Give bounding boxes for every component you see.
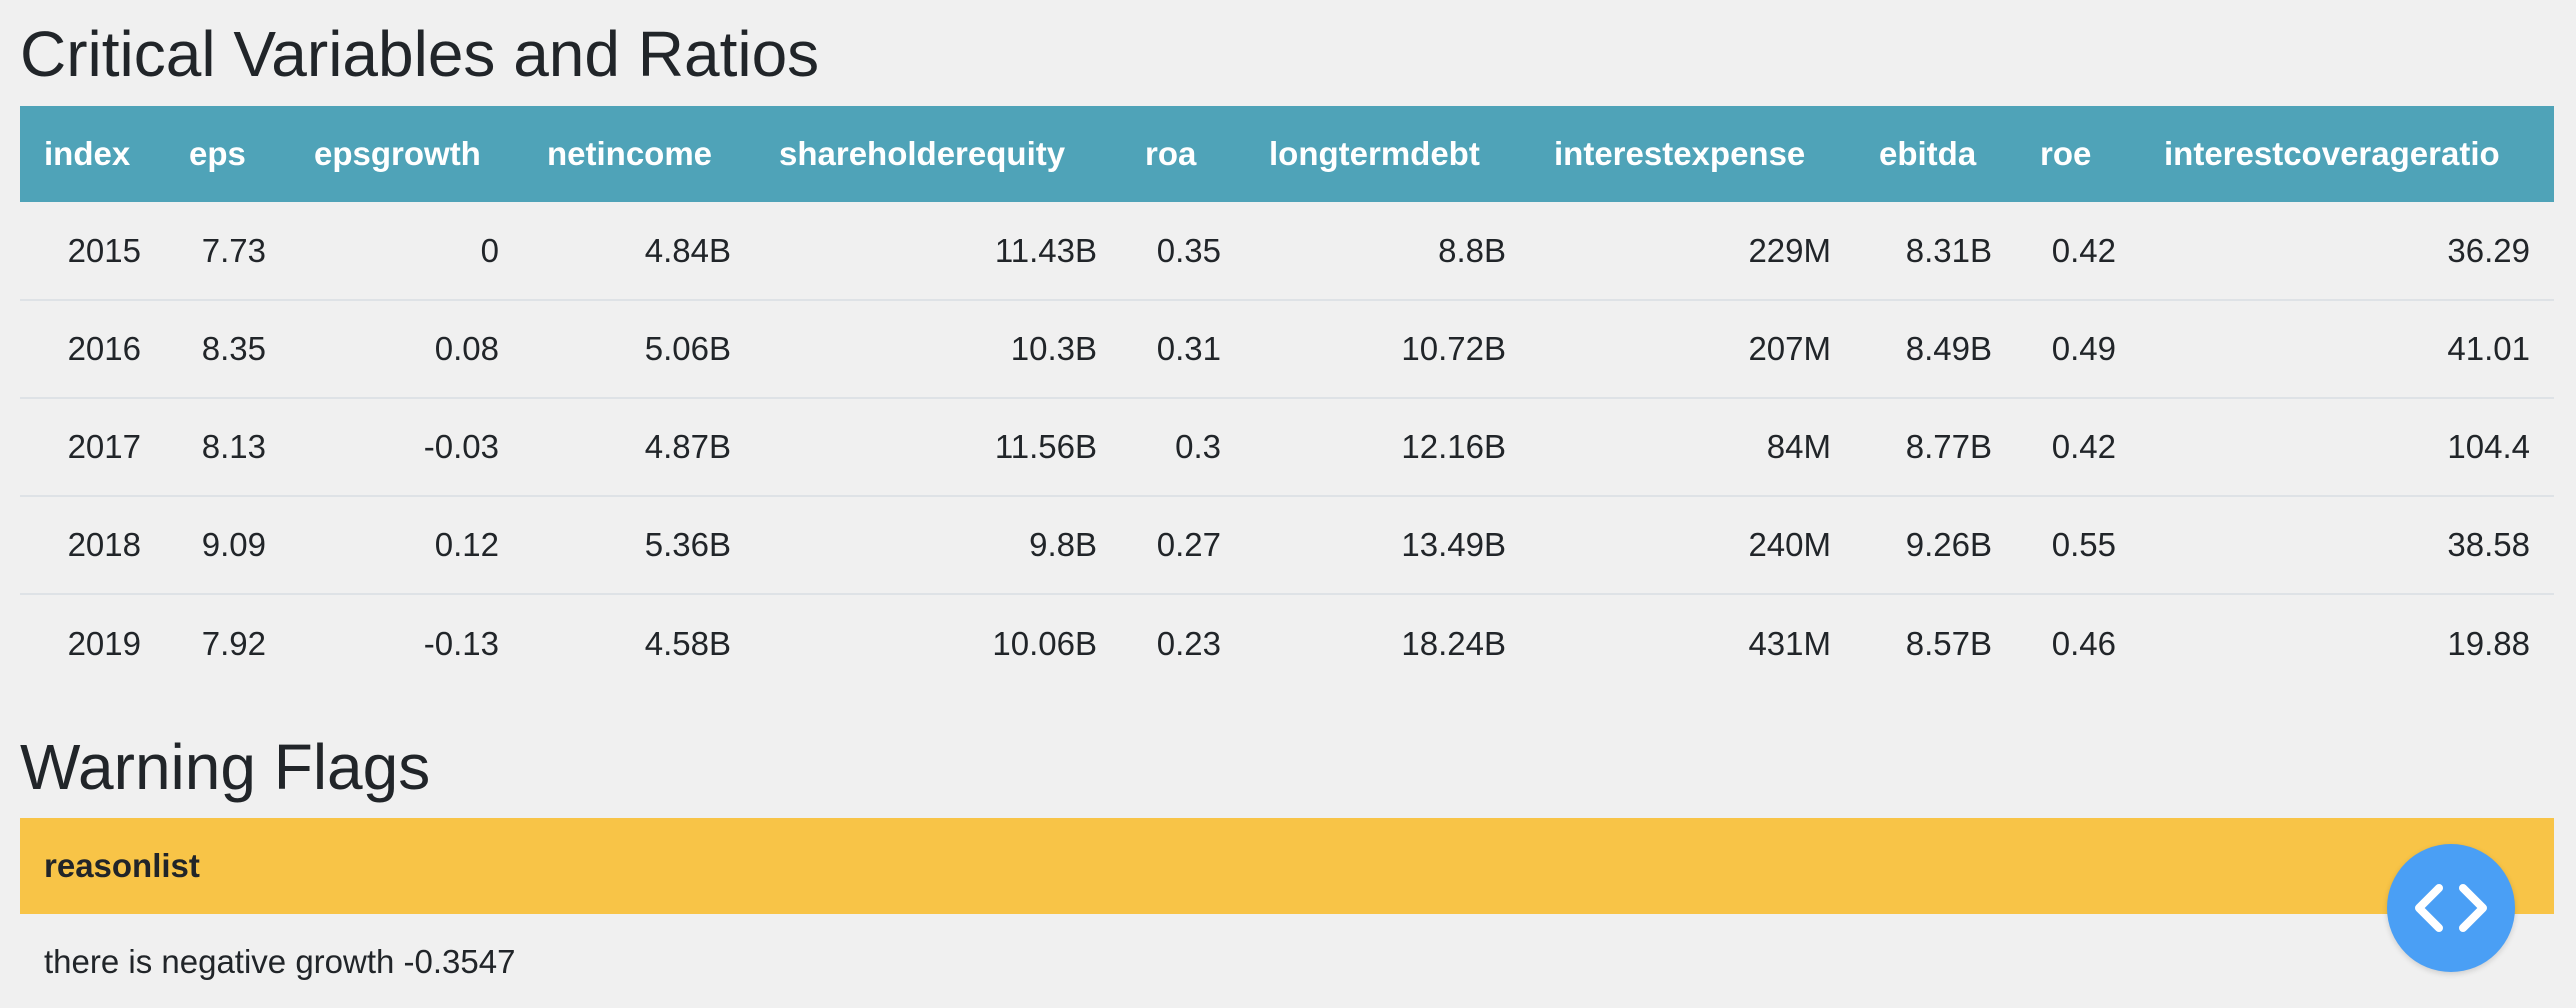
table-cell: 2017 [67,428,141,465]
table-row: 2015 7.73 0 4.84B 11.43B 0.35 8.8B 229M … [20,202,2554,300]
table-cell: 8.31B [1905,231,1992,269]
table-cell: 8.13 [201,428,266,465]
column-header-ebitda[interactable]: ebitda [1879,135,1977,172]
table-cell: 7.73 [201,231,266,269]
table-cell: 2016 [67,330,141,367]
table-cell: 4.84B [644,231,731,269]
column-header-shareholderequity[interactable]: shareholderequity [779,135,1066,172]
table-cell: 0.23 [1156,624,1221,662]
column-header-netincome[interactable]: netincome [547,135,713,172]
column-header-interestexpense[interactable]: interestexpense [1554,135,1806,172]
table-cell: 41.01 [2447,330,2530,367]
table-row: 2016 8.35 0.08 5.06B 10.3B 0.31 10.72B 2… [20,300,2554,398]
table-cell: 7.92 [201,624,266,662]
table-cell: 5.06B [644,330,731,367]
critical-variables-title: Critical Variables and Ratios [20,18,820,90]
table-row: 2019 7.92 -0.13 4.58B 10.06B 0.23 18.24B… [20,594,2554,692]
table-cell: 0.12 [434,526,499,563]
table-cell: 13.49B [1401,526,1506,563]
table-cell: 0 [480,231,499,269]
table-cell: 0.31 [1156,330,1221,367]
table-cell: 229M [1748,231,1831,269]
table-row: 2017 8.13 -0.03 4.87B 11.56B 0.3 12.16B … [20,398,2554,496]
column-header-epsgrowth[interactable]: epsgrowth [314,135,481,172]
table-cell: 38.58 [2447,526,2530,563]
table-cell: -0.13 [423,624,499,662]
table-cell: 19.88 [2447,624,2530,662]
table-cell: 0.27 [1156,526,1221,563]
column-header-interestcoverageratio[interactable]: interestcoverageratio [2164,135,2500,172]
table-cell: 0.42 [2051,231,2116,269]
table-cell: 0.42 [2051,428,2116,465]
table-cell: 240M [1748,526,1831,563]
table-cell: 2015 [67,231,141,269]
table-cell: 0.3 [1175,428,1221,465]
table-cell: 36.29 [2447,231,2530,269]
table-cell: 5.36B [644,526,731,563]
table-cell: 4.58B [644,624,731,662]
table-row: 2018 9.09 0.12 5.36B 9.8B 0.27 13.49B 24… [20,496,2554,594]
table-cell: 9.09 [201,526,266,563]
table-cell: 8.57B [1905,624,1992,662]
table-cell: 2018 [67,526,141,563]
table-cell: 2019 [67,624,141,662]
column-header-roe[interactable]: roe [2040,135,2092,172]
table-cell: 0.55 [2051,526,2116,563]
table-cell: 9.8B [1029,526,1097,563]
table-cell: 0.46 [2051,624,2116,662]
table-cell: 12.16B [1401,428,1506,465]
table-row: there is negative growth -0.3547 [20,914,2554,1008]
table-header-row: reasonlist [20,818,2554,914]
code-icon [2415,884,2487,932]
column-header-reasonlist[interactable]: reasonlist [44,847,200,884]
column-header-eps[interactable]: eps [189,135,246,172]
table-cell: 4.87B [644,428,731,465]
table-cell: 431M [1748,624,1831,662]
table-cell: 8.8B [1438,231,1506,269]
table-cell: 10.3B [1010,330,1097,367]
table-cell: 104.4 [2447,428,2530,465]
view-code-button[interactable] [2387,844,2515,972]
table-cell: 8.35 [201,330,266,367]
table-cell: 0.49 [2051,330,2116,367]
table-cell: 10.72B [1401,330,1506,367]
table-cell: there is negative growth -0.3547 [44,943,516,980]
table-cell: 84M [1766,428,1831,465]
table-cell: 11.43B [994,231,1097,269]
warning-flags-title: Warning Flags [20,731,431,803]
table-cell: 0.08 [434,330,499,367]
table-cell: 0.35 [1156,231,1221,269]
column-header-index[interactable]: index [44,135,131,172]
table-cell: 8.77B [1905,428,1992,465]
table-cell: 10.06B [992,624,1097,662]
table-cell: 11.56B [994,428,1097,465]
table-cell: 9.26B [1905,526,1992,563]
warning-flags-table: reasonlist there is negative growth -0.3… [20,818,2554,1008]
table-header-row: index eps epsgrowth netincome shareholde… [20,106,2554,202]
table-cell: 8.49B [1905,330,1992,367]
critical-variables-table: index eps epsgrowth netincome shareholde… [20,106,2554,692]
table-cell: -0.03 [423,428,499,465]
table-cell: 207M [1748,330,1831,367]
column-header-roa[interactable]: roa [1145,135,1197,172]
column-header-longtermdebt[interactable]: longtermdebt [1269,135,1480,172]
table-cell: 18.24B [1401,624,1506,662]
